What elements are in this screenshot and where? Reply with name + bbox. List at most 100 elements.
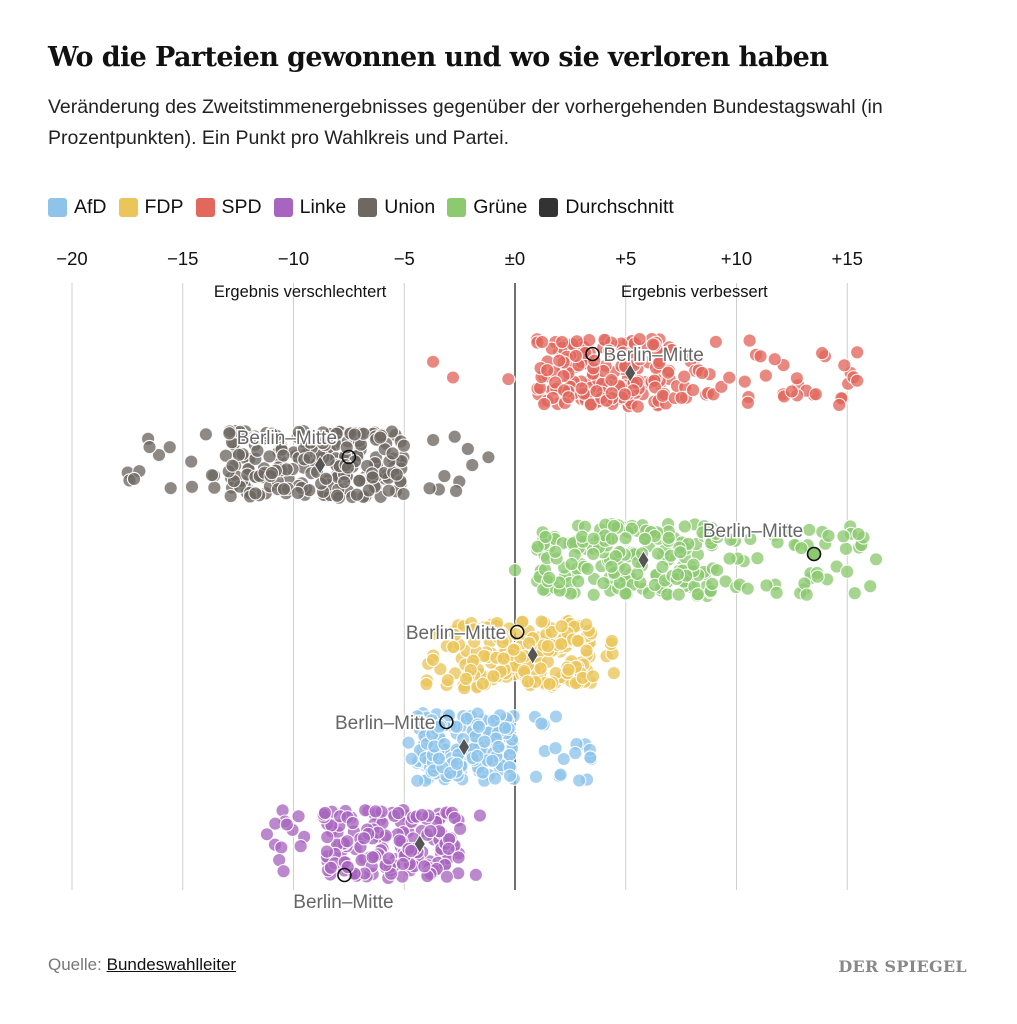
wahlkreis-point	[433, 661, 448, 677]
series-linke: Berlin–Mitte	[259, 802, 488, 915]
wahlkreis-point	[425, 354, 441, 369]
average-marker	[413, 834, 426, 854]
wahlkreis-point	[737, 374, 752, 389]
wahlkreis-point	[437, 736, 452, 752]
wahlkreis-point	[544, 341, 559, 356]
wahlkreis-point	[396, 486, 411, 502]
wahlkreis-point	[225, 458, 240, 473]
wahlkreis-point	[814, 345, 830, 361]
wahlkreis-point	[863, 579, 878, 594]
wahlkreis-point	[618, 531, 633, 546]
wahlkreis-point	[410, 773, 425, 788]
series-gruene: Berlin–Mitte	[507, 516, 884, 604]
source-link[interactable]: Bundeswahlleiter	[106, 955, 237, 974]
legend-item-linke: Linke	[273, 196, 346, 219]
wahlkreis-point	[317, 805, 333, 821]
wahlkreis-point	[571, 574, 586, 589]
wahlkreis-point	[645, 337, 661, 352]
chart-title: Wo die Parteien gewonnen und wo sie verl…	[48, 42, 829, 73]
series-union: Berlin–Mitte	[120, 423, 496, 505]
wahlkreis-point	[868, 552, 884, 567]
wahlkreis-point	[740, 581, 755, 596]
wahlkreis-point	[365, 850, 380, 865]
wahlkreis-point	[561, 390, 576, 405]
wahlkreis-point	[477, 734, 492, 749]
wahlkreis-point	[838, 541, 854, 556]
wahlkreis-point	[574, 381, 589, 396]
x-tick-label: −10	[278, 248, 309, 269]
legend-swatch-spd	[195, 198, 215, 217]
wahlkreis-point	[515, 614, 530, 629]
legend-item-fdp: FDP	[118, 196, 184, 219]
wahlkreis-point	[417, 859, 432, 874]
wahlkreis-point	[440, 672, 455, 688]
wahlkreis-point	[540, 638, 555, 654]
wahlkreis-point	[585, 546, 601, 562]
wahlkreis-point	[767, 352, 782, 367]
legend-label-gruene: Grüne	[473, 196, 528, 218]
series-fdp: Berlin–Mitte	[404, 613, 621, 696]
wahlkreis-point	[501, 371, 516, 387]
wahlkreis-point	[330, 488, 345, 503]
wahlkreis-point	[498, 720, 513, 736]
wahlkreis-point	[708, 334, 723, 350]
wahlkreis-point	[568, 348, 583, 364]
legend-swatch-afd	[48, 198, 67, 217]
wahlkreis-point	[615, 345, 631, 360]
wahlkreis-point	[821, 528, 836, 543]
wahlkreis-point	[385, 446, 400, 461]
wahlkreis-point	[579, 617, 594, 632]
annotation-worse: Ergebnis verschlechtert	[214, 283, 387, 301]
wahlkreis-point	[758, 368, 773, 383]
wahlkreis-point	[465, 457, 480, 473]
wahlkreis-point	[520, 674, 535, 689]
wahlkreis-point	[162, 440, 177, 455]
wahlkreis-point	[705, 576, 720, 592]
wahlkreis-point	[486, 669, 501, 684]
wahlkreis-point	[496, 651, 511, 666]
wahlkreis-point	[709, 562, 725, 578]
wahlkreis-point	[583, 397, 599, 412]
wahlkreis-point	[248, 486, 263, 501]
wahlkreis-point	[769, 585, 784, 600]
wahlkreis-point	[652, 355, 667, 371]
legend: AfD FDP SPD Linke Union Grüne Durchschni…	[48, 196, 686, 219]
wahlkreis-point	[486, 713, 501, 728]
wahlkreis-point	[601, 343, 617, 358]
wahlkreis-point	[794, 540, 809, 556]
legend-label-fdp: FDP	[144, 196, 184, 218]
legend-item-spd: SPD	[195, 196, 262, 219]
wahlkreis-point	[552, 353, 567, 368]
wahlkreis-point	[742, 333, 757, 348]
wahlkreis-point	[677, 519, 692, 534]
legend-item-union: Union	[358, 196, 435, 219]
wahlkreis-point	[677, 348, 692, 363]
wahlkreis-point	[750, 551, 765, 566]
wahlkreis-point	[419, 677, 434, 692]
wahlkreis-point	[315, 435, 330, 451]
wahlkreis-point	[264, 426, 279, 441]
wahlkreis-point	[759, 578, 774, 593]
wahlkreis-point	[381, 483, 396, 498]
wahlkreis-point	[259, 827, 275, 842]
wahlkreis-point	[837, 358, 852, 373]
wahlkreis-point	[661, 530, 676, 546]
wahlkreis-point	[561, 662, 576, 677]
wahlkreis-point	[422, 481, 437, 496]
wahlkreis-point	[495, 634, 510, 650]
wahlkreis-point	[460, 441, 476, 457]
wahlkreis-point	[452, 821, 468, 836]
average-marker	[624, 363, 637, 383]
series-afd: Berlin–Mitte	[334, 706, 599, 788]
wahlkreis-point	[582, 332, 597, 348]
berlin-mitte-marker	[585, 346, 600, 362]
wahlkreis-point	[395, 856, 411, 872]
wahlkreis-point	[381, 851, 397, 866]
wahlkreis-point	[722, 551, 737, 566]
average-marker	[314, 455, 327, 475]
wahlkreis-point	[302, 450, 317, 465]
legend-swatch-fdp	[118, 198, 138, 217]
wahlkreis-point	[340, 859, 355, 875]
wahlkreis-point	[596, 576, 611, 591]
wahlkreis-point	[487, 771, 503, 786]
